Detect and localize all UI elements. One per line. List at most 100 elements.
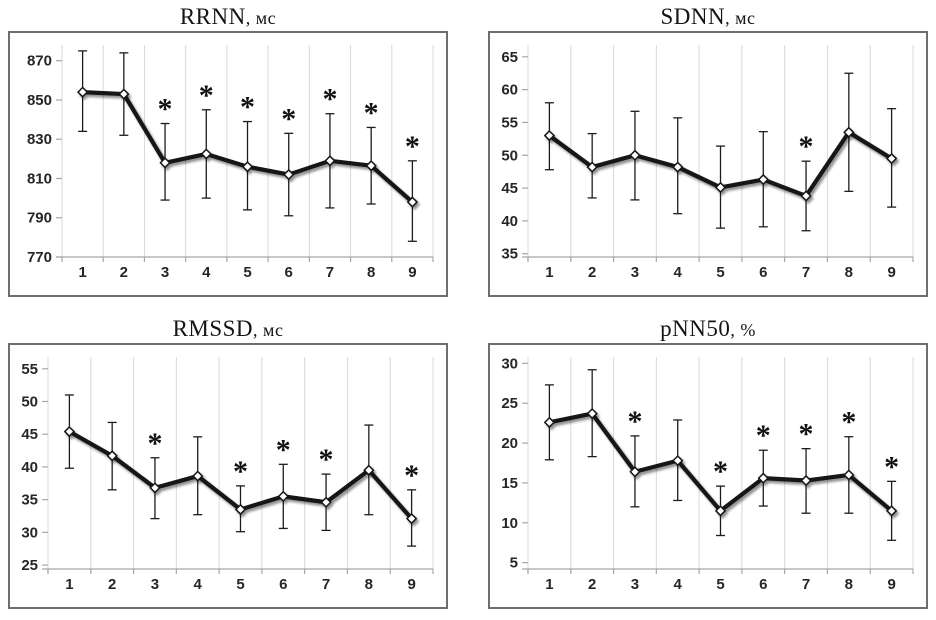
significance-asterisk: * <box>199 79 214 112</box>
chart-panel-sdnn: SDNN, мс 35 40 45 50 55 60 65 1 2 3 4 5 6 7 8 9 * <box>488 3 928 297</box>
data-point-marker <box>672 161 684 173</box>
x-category-label: 9 <box>887 576 895 593</box>
x-category-label: 1 <box>78 264 86 281</box>
y-tick-label: 45 <box>501 180 518 197</box>
chart-canvas-rrnn: 770 790 810 830 850 870 1 2 3 4 5 6 7 8 9 * * * * * * * <box>27 45 434 281</box>
x-category-label: 8 <box>365 576 373 593</box>
data-point-marker <box>672 454 684 467</box>
data-point-marker <box>406 196 419 208</box>
chart-title-unit: , мс <box>245 8 277 28</box>
y-tick-label: 810 <box>27 170 52 187</box>
chart-frame-rmssd: 25 30 35 40 45 50 55 1 2 3 4 5 6 7 8 9 * * * * * <box>8 343 448 609</box>
axes <box>56 60 434 262</box>
y-tick-label: 770 <box>27 249 52 266</box>
significance-markers: * * * * * * * <box>158 79 420 163</box>
chart-title-rrnn: RRNN, мс <box>8 3 448 30</box>
x-category-label: 6 <box>285 264 293 281</box>
x-category-label: 7 <box>322 576 330 593</box>
y-tick-label: 30 <box>501 355 518 372</box>
data-point-marker <box>843 126 855 138</box>
data-point-marker <box>405 512 418 525</box>
data-point-marker <box>159 157 171 169</box>
x-category-label: 2 <box>588 264 596 281</box>
y-tick-label: 35 <box>21 492 38 509</box>
significance-asterisk: * <box>404 459 419 492</box>
error-bars <box>78 50 417 242</box>
y-tick-label: 35 <box>501 246 518 263</box>
gridlines <box>47 357 434 569</box>
significance-asterisk: * <box>240 91 255 124</box>
data-point-marker <box>543 416 556 429</box>
data-point-marker <box>241 161 254 173</box>
x-category-label: 4 <box>194 576 203 593</box>
significance-asterisk: * <box>884 450 899 483</box>
chart-frame-rrnn: 770 790 810 830 850 870 1 2 3 4 5 6 7 8 9 * * * * * * * <box>8 31 448 297</box>
x-category-label: 6 <box>759 264 767 281</box>
data-point-marker <box>629 149 641 161</box>
data-point-marker <box>118 88 130 100</box>
y-tick-label: 45 <box>21 426 38 443</box>
axes <box>42 368 434 574</box>
x-category-label: 3 <box>151 576 159 593</box>
data-point-marker <box>277 490 289 503</box>
axes <box>522 362 914 574</box>
x-category-label: 1 <box>65 576 73 593</box>
x-category-label: 9 <box>407 576 415 593</box>
data-point-marker <box>586 407 598 420</box>
data-point-marker <box>192 470 204 482</box>
significance-asterisk: * <box>319 443 334 476</box>
x-category-label: 4 <box>674 576 683 593</box>
x-category-label: 2 <box>108 576 116 593</box>
y-tick-label: 870 <box>27 53 52 70</box>
x-category-label: 3 <box>161 264 169 281</box>
significance-asterisk: * <box>405 130 420 163</box>
data-point-marker <box>757 173 769 186</box>
x-category-label: 1 <box>545 576 553 593</box>
gridlines <box>527 357 914 569</box>
significance-asterisk: * <box>281 102 296 135</box>
gridlines <box>61 45 434 257</box>
x-category-label: 5 <box>716 576 724 593</box>
data-point-marker <box>629 466 641 478</box>
y-tick-label: 20 <box>501 435 518 452</box>
y-tick-label: 5 <box>510 555 518 572</box>
y-tick-label: 10 <box>501 515 518 532</box>
y-tick-label: 40 <box>501 213 518 230</box>
data-point-marker <box>234 503 247 516</box>
error-bars <box>544 72 897 232</box>
chart-title-unit: , % <box>730 320 756 340</box>
chart-frame-pnn50: 5 10 15 20 25 30 1 2 3 4 5 6 7 8 9 * * * * * * <box>488 343 928 609</box>
data-point-marker <box>586 161 598 173</box>
data-point-marker <box>843 469 855 481</box>
data-point-marker <box>63 425 76 438</box>
data-point-marker <box>800 474 812 487</box>
y-tick-label: 15 <box>501 475 518 492</box>
x-category-label: 8 <box>845 264 853 281</box>
data-point-marker <box>885 152 898 165</box>
data-point-marker <box>885 505 898 517</box>
significance-markers: * * * * * <box>147 427 419 492</box>
y-tick-label: 25 <box>501 395 518 412</box>
gridlines <box>527 45 914 257</box>
tick-labels: 770 790 810 830 850 870 1 2 3 4 5 6 7 8 9 <box>27 53 417 281</box>
x-category-label: 9 <box>408 264 416 281</box>
y-tick-label: 55 <box>501 114 518 131</box>
data-point-marker <box>149 482 161 494</box>
data-point-marker <box>283 168 295 181</box>
chart-title-unit: , мс <box>253 320 284 340</box>
data-point-marker <box>320 496 332 508</box>
chart-panel-rrnn: RRNN, мс 770 790 810 830 850 870 1 2 3 4 5 6 7 8 9 * * * *… <box>8 3 448 297</box>
x-category-label: 4 <box>202 264 211 281</box>
x-category-label: 1 <box>545 264 553 281</box>
significance-asterisk: * <box>799 418 814 451</box>
x-category-label: 5 <box>716 264 724 281</box>
series <box>76 86 419 208</box>
y-tick-label: 50 <box>21 393 38 410</box>
y-tick-label: 790 <box>27 210 52 227</box>
chart-panel-rmssd: RMSSD, мс 25 30 35 40 45 50 55 1 2 3 4 5 6 7 8 9 * * * * * <box>8 315 448 609</box>
data-point-marker <box>800 190 812 202</box>
